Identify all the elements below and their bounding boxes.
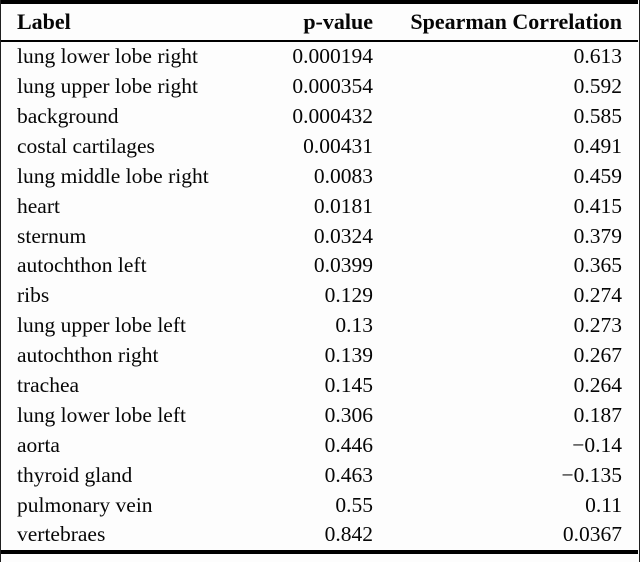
p-value-cell: 0.129 [324,283,373,308]
label-cell: thyroid gland [17,462,133,487]
label-cell: autochthon right [17,343,159,368]
label-cell: heart [17,193,60,218]
spearman-cell: 0.365 [573,253,622,278]
column-header-spearman-correlation: Spearman Correlation [373,2,638,42]
spearman-cell: 0.187 [573,402,622,427]
spearman-cell: 0.459 [573,163,622,188]
spearman-cell: 0.592 [573,74,622,99]
spearman-cell: 0.273 [573,313,622,338]
label-cell: lung lower lobe right [17,44,198,69]
label-cell: sternum [17,223,87,248]
label-cell: lung lower lobe left [17,402,186,427]
table-row: background 0.000432 0.585 [1,102,638,132]
p-value-cell: 0.463 [324,462,373,487]
p-value-cell: 0.0324 [313,223,373,248]
table-row: autochthon right 0.139 0.267 [1,341,638,371]
spearman-cell: 0.0367 [562,522,622,547]
table-row: lung upper lobe right 0.000354 0.592 [1,72,638,102]
label-cell: aorta [17,432,60,457]
spearman-cell: 0.491 [573,133,622,158]
p-value-cell: 0.00431 [303,133,373,158]
label-cell: pulmonary vein [17,492,153,517]
spearman-cell: 0.11 [585,492,622,517]
p-value-cell: 0.145 [324,372,373,397]
label-cell: lung upper lobe left [17,313,186,338]
p-value-cell: 0.000194 [292,44,373,69]
table-row: aorta 0.446 −0.14 [1,431,638,461]
spearman-cell: 0.613 [573,44,622,69]
table-row: autochthon left 0.0399 0.365 [1,251,638,281]
p-value-cell: 0.000432 [292,103,373,128]
table-row: pulmonary vein 0.55 0.11 [1,490,638,520]
label-cell: vertebraes [17,522,106,547]
table-row: lung middle lobe right 0.0083 0.459 [1,162,638,192]
p-value-cell: 0.0399 [313,253,373,278]
p-value-cell: 0.0181 [313,193,373,218]
p-value-cell: 0.13 [335,313,373,338]
label-cell: lung upper lobe right [17,74,198,99]
spearman-cell: 0.585 [573,103,622,128]
spearman-cell: 0.415 [573,193,622,218]
spearman-cell: −0.135 [561,462,622,487]
label-cell: background [17,103,119,128]
table-row: trachea 0.145 0.264 [1,371,638,401]
p-value-cell: 0.0083 [313,163,373,188]
header-row: Label p-value Spearman Correlation [1,2,638,42]
p-value-cell: 0.000354 [292,74,373,99]
table-row: ribs 0.129 0.274 [1,281,638,311]
label-cell: trachea [17,372,80,397]
table-row: lung lower lobe right 0.000194 0.613 [1,41,638,72]
spearman-cell: 0.274 [573,283,622,308]
spearman-cell: −0.14 [572,432,622,457]
table-row: lung lower lobe left 0.306 0.187 [1,401,638,431]
p-value-cell: 0.55 [335,492,373,517]
spearman-cell: 0.267 [573,343,622,368]
spearman-cell: 0.379 [573,223,622,248]
label-cell: autochthon left [17,253,147,278]
label-cell: costal cartilages [17,133,155,158]
spearman-cell: 0.264 [573,372,622,397]
table-row: vertebraes 0.842 0.0367 [1,520,638,552]
column-header-label: Label [1,2,259,42]
table-row: heart 0.0181 0.415 [1,191,638,221]
p-value-cell: 0.306 [324,402,373,427]
label-cell: ribs [17,283,50,308]
p-value-cell: 0.139 [324,343,373,368]
table-row: thyroid gland 0.463 −0.135 [1,460,638,490]
table-header: Label p-value Spearman Correlation [1,2,638,42]
column-header-p-value: p-value [259,2,373,42]
table-body: lung lower lobe right 0.000194 0.613 lung u… [1,41,638,552]
label-cell: lung middle lobe right [17,163,209,188]
p-value-cell: 0.446 [324,432,373,457]
table-row: sternum 0.0324 0.379 [1,221,638,251]
p-value-cell: 0.842 [324,522,373,547]
table-row: costal cartilages 0.00431 0.491 [1,132,638,162]
table-row: lung upper lobe left 0.13 0.273 [1,311,638,341]
